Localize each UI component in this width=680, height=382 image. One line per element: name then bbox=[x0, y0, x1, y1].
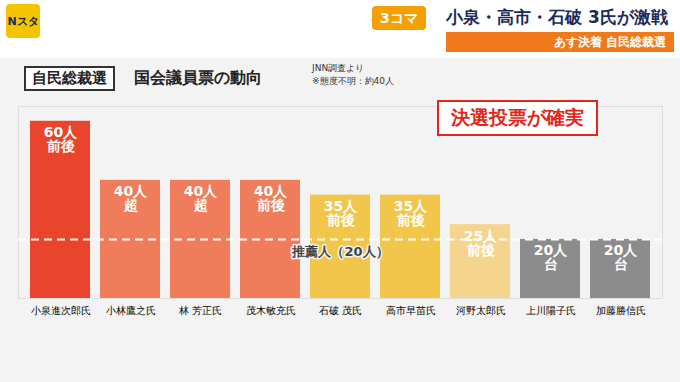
svg-text:小泉進次郎氏: 小泉進次郎氏 bbox=[31, 305, 91, 316]
svg-text:60人前後: 60人前後 bbox=[44, 124, 78, 154]
html-text:小泉・高市・石破 3氏が激戦: 小泉・高市・石破 3氏が激戦 bbox=[446, 7, 668, 27]
svg-text:40人前後: 40人前後 bbox=[254, 183, 288, 213]
svg-text:河野太郎氏: 河野太郎氏 bbox=[456, 305, 506, 316]
svg-text:加藤勝信氏: 加藤勝信氏 bbox=[596, 305, 646, 316]
svg-text:石破 茂氏: 石破 茂氏 bbox=[319, 305, 362, 316]
svg-text:推薦人（20人）: 推薦人（20人） bbox=[291, 244, 388, 259]
svg-text:40人超: 40人超 bbox=[184, 183, 218, 213]
svg-text:20人台: 20人台 bbox=[604, 242, 638, 272]
svg-text:林 芳正氏: 林 芳正氏 bbox=[178, 305, 222, 316]
html-text:決選投票が確実: 決選投票が確実 bbox=[451, 106, 584, 128]
svg-text:小林鷹之氏: 小林鷹之氏 bbox=[106, 305, 156, 316]
svg-text:高市早苗氏: 高市早苗氏 bbox=[386, 305, 436, 316]
html-text:※態度不明：約40人: ※態度不明：約40人 bbox=[312, 76, 394, 86]
html-text:自民総裁選: 自民総裁選 bbox=[32, 69, 107, 87]
html-text:JNN調査より: JNN調査より bbox=[312, 63, 365, 73]
svg-text:40人超: 40人超 bbox=[114, 183, 148, 213]
svg-text:35人前後: 35人前後 bbox=[394, 198, 428, 228]
html-text:あす決着 自民総裁選: あす決着 自民総裁選 bbox=[553, 35, 666, 49]
html-text:3コマ: 3コマ bbox=[380, 10, 418, 26]
svg-text:茂木敏充氏: 茂木敏充氏 bbox=[246, 305, 296, 316]
html-text:Nスタ: Nスタ bbox=[7, 14, 39, 28]
svg-text:上川陽子氏: 上川陽子氏 bbox=[526, 305, 576, 316]
svg-text:35人前後: 35人前後 bbox=[324, 198, 358, 228]
html-text:国会議員票の動向: 国会議員票の動向 bbox=[134, 68, 262, 87]
svg-text:20人台: 20人台 bbox=[534, 242, 568, 272]
svg-text:25人前後: 25人前後 bbox=[464, 228, 498, 258]
